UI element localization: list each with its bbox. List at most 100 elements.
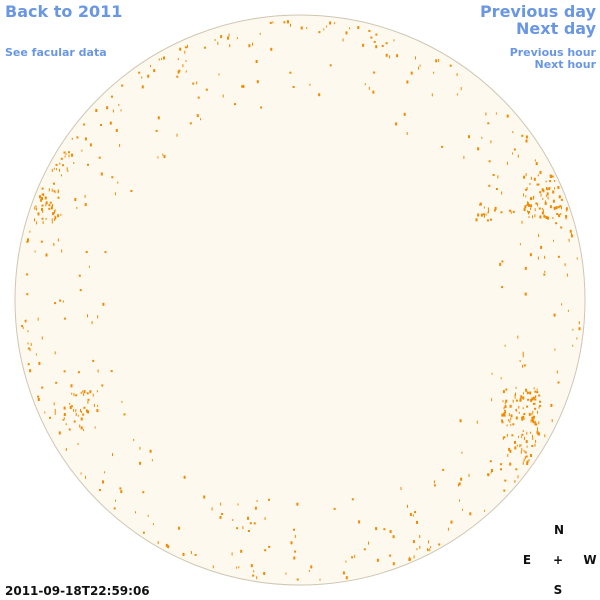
facula [228, 33, 230, 37]
facula [292, 86, 295, 88]
facula [489, 460, 492, 463]
facula [238, 566, 240, 569]
facula [54, 217, 56, 221]
facula [358, 520, 361, 524]
facula [514, 395, 516, 399]
facula [396, 54, 399, 58]
facula [88, 265, 90, 268]
facula [102, 480, 104, 484]
facula [407, 504, 408, 508]
facula [532, 419, 535, 423]
facula [100, 124, 102, 126]
facula [102, 302, 105, 306]
facula [221, 513, 224, 515]
facula [36, 208, 37, 211]
facula [147, 514, 149, 517]
facula [517, 154, 519, 158]
facula [542, 197, 544, 200]
facula [54, 411, 56, 415]
facula [61, 164, 64, 167]
facula [519, 360, 521, 362]
facula [80, 392, 82, 395]
facula [418, 66, 419, 70]
facula [290, 23, 291, 27]
facula [192, 82, 195, 85]
facula [139, 446, 141, 450]
facular-link[interactable]: See facular data [5, 46, 107, 59]
facula [515, 399, 518, 402]
previous-day-link[interactable]: Previous day [480, 2, 597, 21]
facula [538, 406, 540, 409]
facula [29, 230, 31, 233]
facula [526, 203, 529, 206]
previous-hour-link[interactable]: Previous hour [510, 46, 597, 59]
facula [54, 210, 55, 214]
facula [91, 321, 93, 325]
facula [433, 71, 435, 74]
facula [49, 416, 51, 419]
facula [41, 197, 43, 200]
facula [109, 121, 112, 125]
facula [34, 250, 36, 253]
facula [521, 436, 523, 439]
facula [495, 188, 498, 190]
back-link[interactable]: Back to 2011 [5, 2, 122, 21]
facula [203, 495, 206, 499]
facula [505, 399, 508, 403]
next-hour-link[interactable]: Next hour [535, 58, 597, 71]
facula [551, 175, 554, 178]
facula [506, 161, 508, 165]
facula [112, 109, 114, 113]
facula [57, 238, 59, 242]
facula [70, 405, 73, 408]
facula [520, 395, 523, 399]
facula [176, 133, 178, 137]
facula [461, 451, 463, 454]
facula [385, 42, 388, 45]
facula [26, 293, 29, 296]
facula [490, 471, 492, 474]
facula [484, 509, 486, 512]
facula [568, 238, 570, 242]
facula [481, 136, 483, 139]
facula [504, 479, 507, 482]
facula [354, 554, 356, 558]
facula [240, 549, 243, 553]
facula [532, 421, 535, 424]
facula [70, 384, 73, 388]
facula [532, 436, 534, 440]
facula [416, 520, 418, 524]
compass-north: N [554, 523, 564, 537]
facula [52, 211, 54, 215]
facula [528, 216, 530, 219]
facula [34, 206, 36, 210]
facula [56, 168, 57, 171]
facula [490, 218, 492, 221]
next-day-link[interactable]: Next day [516, 19, 597, 38]
facula [63, 151, 66, 154]
facula [115, 129, 118, 132]
facula [510, 423, 512, 426]
facula [118, 104, 120, 106]
facula [576, 337, 578, 340]
facula [37, 212, 40, 216]
facula [227, 36, 229, 40]
facula [231, 552, 233, 556]
facula [412, 514, 414, 517]
facula [535, 439, 537, 443]
facula [419, 535, 421, 538]
facula [495, 112, 497, 115]
facula [522, 396, 525, 400]
facula [389, 530, 392, 534]
facula [519, 444, 521, 448]
facula [438, 543, 441, 546]
facula [196, 81, 198, 85]
facula [55, 163, 58, 166]
facula [111, 95, 113, 98]
facula [431, 93, 433, 97]
facula [249, 522, 252, 525]
facula [368, 541, 369, 545]
facula [531, 413, 533, 416]
facula [153, 69, 156, 73]
timestamp: 2011-09-18T22:59:06 [5, 584, 150, 598]
